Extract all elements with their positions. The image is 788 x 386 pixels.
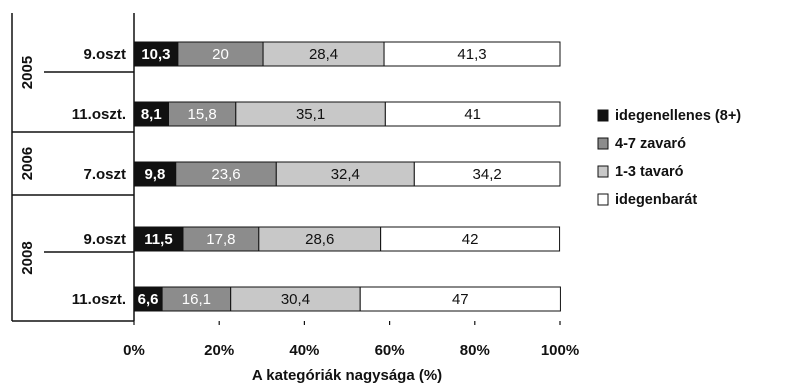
data-label: 11,5 bbox=[144, 231, 172, 248]
bar-segment bbox=[168, 101, 237, 127]
data-label: 16,1 bbox=[182, 291, 211, 308]
data-label: 10,3 bbox=[141, 46, 170, 63]
data-label: 32,4 bbox=[331, 166, 360, 183]
bar-segment bbox=[258, 226, 382, 252]
category-label: 9.oszt bbox=[83, 46, 126, 63]
legend-label: 4-7 zavaró bbox=[615, 136, 686, 152]
group-label-2006: 2006 bbox=[19, 147, 36, 180]
bars-layer: 10,3 20 28,4 41,3 8,1 15,8 35,1 41 9,8 23,6 32,4 34… bbox=[133, 41, 561, 312]
bar-segment bbox=[235, 101, 386, 127]
category-label: 11.oszt. bbox=[72, 291, 126, 308]
data-label: 41,3 bbox=[457, 46, 486, 63]
bar-segment bbox=[177, 41, 264, 67]
data-label: 8,1 bbox=[141, 106, 162, 123]
group-label-2005: 2005 bbox=[19, 56, 36, 89]
data-label: 15,8 bbox=[188, 106, 217, 123]
data-label: 9,8 bbox=[144, 166, 165, 183]
category-label: 9.oszt bbox=[83, 231, 126, 248]
data-label: 35,1 bbox=[296, 106, 325, 123]
bar-segment bbox=[262, 41, 385, 67]
bar-segment bbox=[133, 286, 163, 312]
group-label-2008: 2008 bbox=[19, 241, 36, 274]
legend-swatch bbox=[597, 193, 609, 206]
bar-segment bbox=[413, 161, 561, 187]
bar-segment bbox=[275, 161, 415, 187]
bar-segment bbox=[230, 286, 361, 312]
data-label: 28,6 bbox=[305, 231, 334, 248]
data-label: 47 bbox=[452, 291, 469, 308]
group-labels-layer: 2005 2006 2008 bbox=[19, 56, 36, 275]
bar-segment bbox=[133, 101, 170, 127]
data-label: 20 bbox=[212, 46, 229, 63]
data-label: 42 bbox=[462, 231, 479, 248]
bar-segment bbox=[359, 286, 561, 312]
data-label: 41 bbox=[464, 106, 481, 123]
data-label: 6,6 bbox=[138, 291, 159, 308]
category-label: 11.oszt. bbox=[72, 106, 126, 123]
data-label: 17,8 bbox=[206, 231, 235, 248]
bar-segment bbox=[182, 226, 260, 252]
x-tick-label: 0% bbox=[123, 342, 145, 359]
data-label: 34,2 bbox=[473, 166, 502, 183]
legend-swatch bbox=[597, 165, 609, 178]
axes-layer: 0% 20% 40% 60% 80% 100% 9.oszt 11.oszt. 7.oszt 9.… bbox=[11, 13, 579, 359]
bar-segment bbox=[383, 41, 561, 67]
category-label: 7.oszt bbox=[83, 166, 126, 183]
x-axis-title: A kategóriák nagysága (%) bbox=[252, 367, 442, 384]
legend: idegenellenes (8+) 4-7 zavaró 1-3 tavaró id… bbox=[597, 108, 741, 208]
x-tick-label: 100% bbox=[541, 342, 579, 359]
x-tick-label: 60% bbox=[375, 342, 405, 359]
legend-swatch bbox=[597, 137, 609, 150]
x-tick-label: 40% bbox=[289, 342, 319, 359]
data-label: 30,4 bbox=[281, 291, 310, 308]
data-label: 28,4 bbox=[309, 46, 338, 63]
x-tick-label: 80% bbox=[460, 342, 490, 359]
legend-label: idegenbarát bbox=[615, 192, 697, 208]
bar-segment bbox=[384, 101, 561, 127]
bar-segment bbox=[161, 286, 232, 312]
data-label: 23,6 bbox=[211, 166, 240, 183]
legend-label: 1-3 tavaró bbox=[615, 164, 684, 180]
x-tick-label: 20% bbox=[204, 342, 234, 359]
bar-segment bbox=[380, 226, 561, 252]
legend-label: idegenellenes (8+) bbox=[615, 108, 741, 124]
legend-swatch bbox=[597, 109, 609, 122]
